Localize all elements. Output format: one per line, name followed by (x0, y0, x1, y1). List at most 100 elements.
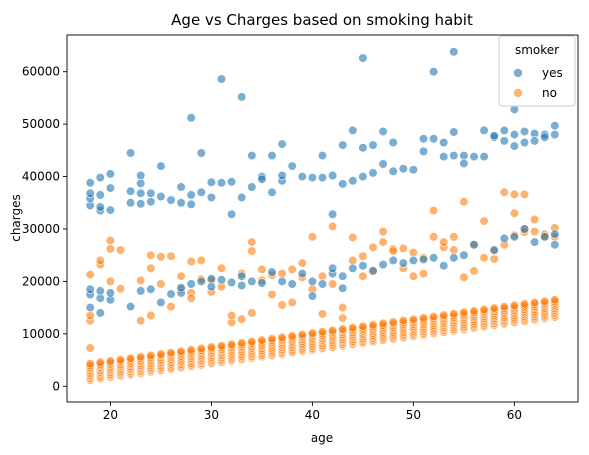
data-point-yes (105, 169, 115, 179)
data-point-yes (378, 260, 388, 270)
data-point-no (459, 307, 469, 317)
data-point-yes (408, 255, 419, 266)
x-tick-label: 60 (507, 408, 522, 422)
data-point-yes (378, 159, 388, 169)
data-point-no (216, 341, 227, 351)
data-point-yes (529, 237, 540, 247)
data-point-yes (176, 283, 186, 293)
data-point-yes (469, 152, 479, 162)
data-point-yes (186, 190, 196, 200)
data-point-yes (146, 188, 156, 198)
data-point-yes (186, 279, 196, 289)
data-point-yes (499, 125, 509, 135)
data-point-yes (85, 284, 95, 294)
data-point-no (85, 310, 95, 321)
data-point-yes (358, 143, 368, 153)
data-point-yes (146, 197, 156, 207)
x-tick-label: 50 (406, 408, 421, 422)
data-point-no (166, 348, 176, 358)
data-point-yes (550, 130, 560, 140)
data-point-yes (459, 151, 469, 161)
data-point-no (519, 299, 530, 309)
data-point-yes (257, 278, 267, 288)
data-point-no (206, 342, 216, 352)
data-point-no (247, 336, 257, 347)
data-point-yes (348, 263, 358, 273)
data-point-yes (418, 146, 429, 156)
data-point-yes (237, 92, 247, 102)
data-point-yes (509, 130, 520, 140)
data-point-no (499, 302, 509, 312)
data-point-no (519, 189, 530, 199)
data-point-yes (449, 151, 459, 161)
data-point-yes (509, 141, 520, 151)
x-tick-label: 30 (204, 408, 219, 422)
legend-label-yes: yes (542, 66, 563, 80)
data-point-yes (368, 140, 378, 150)
data-point-no (136, 316, 146, 326)
data-point-no (216, 263, 227, 273)
data-point-yes (105, 205, 115, 215)
data-point-yes (95, 173, 105, 183)
data-point-no (227, 310, 237, 321)
data-point-yes (257, 174, 267, 184)
data-point-yes (418, 254, 429, 264)
data-point-no (408, 271, 419, 281)
data-point-no (146, 250, 156, 260)
data-point-no (186, 345, 196, 355)
data-point-yes (479, 152, 489, 162)
legend-marker-yes (513, 68, 523, 78)
y-tick-label: 0 (52, 379, 60, 393)
data-point-no (146, 263, 156, 273)
data-point-no (176, 271, 186, 281)
data-point-no (146, 310, 156, 321)
data-point-yes (307, 291, 318, 301)
data-point-yes (338, 271, 348, 281)
data-point-yes (247, 182, 257, 192)
data-point-yes (550, 121, 560, 131)
data-point-yes (176, 198, 186, 208)
data-point-no (368, 242, 378, 252)
x-tick-label: 40 (305, 408, 320, 422)
data-point-yes (277, 276, 287, 287)
y-tick-label: 10000 (22, 327, 60, 341)
data-point-yes (550, 240, 560, 250)
data-point-yes (328, 209, 338, 219)
data-point-yes (489, 131, 499, 141)
data-point-yes (529, 136, 540, 146)
data-point-yes (338, 283, 348, 293)
data-point-yes (499, 233, 509, 243)
data-point-yes (459, 250, 469, 260)
data-point-no (105, 235, 115, 246)
data-point-no (136, 352, 146, 362)
data-point-yes (267, 151, 277, 161)
data-point-no (95, 255, 105, 266)
data-point-yes (449, 47, 459, 57)
data-point-no (338, 324, 348, 334)
data-point-yes (307, 173, 318, 183)
data-point-yes (136, 178, 146, 188)
data-point-no (469, 306, 479, 316)
data-point-no (317, 309, 328, 319)
data-point-no (328, 221, 338, 231)
data-point-yes (237, 192, 247, 203)
data-point-no (338, 303, 348, 313)
data-point-no (277, 332, 287, 342)
data-point-yes (216, 74, 227, 84)
data-point-yes (439, 137, 449, 148)
data-point-no (328, 325, 338, 336)
data-point-yes (418, 134, 429, 144)
data-point-yes (126, 198, 136, 208)
data-point-yes (348, 176, 358, 186)
data-point-no (348, 323, 358, 333)
data-point-yes (126, 186, 136, 196)
data-point-yes (156, 297, 166, 308)
data-point-yes (398, 164, 408, 174)
data-point-no (358, 271, 368, 281)
data-point-yes (398, 258, 408, 268)
data-point-yes (489, 245, 499, 255)
data-point-no (509, 208, 520, 218)
data-point-yes (287, 279, 297, 289)
data-point-yes (237, 281, 247, 291)
data-point-yes (317, 151, 328, 161)
